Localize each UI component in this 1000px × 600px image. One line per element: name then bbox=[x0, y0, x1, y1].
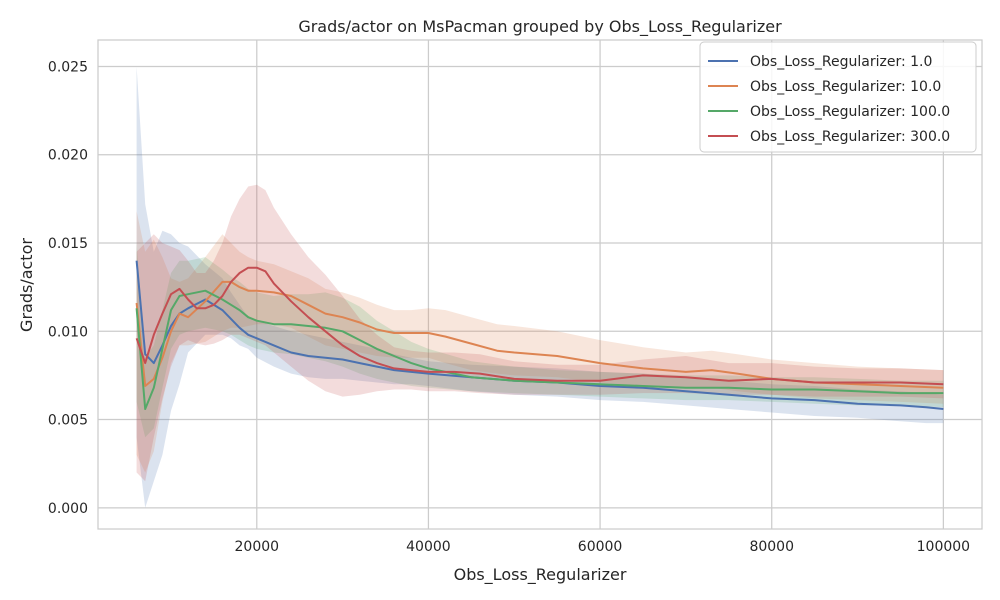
confidence-band-series-4 bbox=[136, 184, 944, 482]
legend-label: Obs_Loss_Regularizer: 1.0 bbox=[750, 54, 932, 70]
x-tick-label: 60000 bbox=[578, 539, 623, 555]
y-axis-label: Grads/actor bbox=[17, 238, 36, 332]
x-tick-label: 100000 bbox=[917, 539, 970, 555]
series-line-2 bbox=[135, 280, 944, 389]
legend-label: Obs_Loss_Regularizer: 300.0 bbox=[750, 129, 950, 145]
series-lines bbox=[135, 260, 944, 410]
x-tick-label: 80000 bbox=[749, 539, 794, 555]
confidence-band-series-1 bbox=[136, 66, 944, 508]
x-axis-label: Obs_Loss_Regularizer bbox=[454, 565, 627, 585]
legend-label: Obs_Loss_Regularizer: 100.0 bbox=[750, 104, 950, 120]
x-axis-ticks: 20000 40000 60000 80000 100000 bbox=[235, 539, 971, 555]
y-tick-label: 0.005 bbox=[48, 413, 88, 429]
x-tick-label: 40000 bbox=[406, 539, 451, 555]
series-line-4 bbox=[135, 266, 944, 386]
y-axis-ticks: 0.000 0.005 0.010 0.015 0.020 0.025 bbox=[48, 59, 88, 516]
legend: Obs_Loss_Regularizer: 1.0 Obs_Loss_Regula… bbox=[699, 41, 977, 153]
legend-label: Obs_Loss_Regularizer: 10.0 bbox=[750, 79, 941, 95]
confidence-band-series-2 bbox=[136, 211, 944, 473]
y-tick-label: 0.020 bbox=[48, 148, 88, 164]
legend-box bbox=[699, 41, 977, 153]
chart-title: Grads/actor on MsPacman grouped by Obs_L… bbox=[298, 17, 782, 37]
series-line-1 bbox=[135, 260, 944, 410]
grid-lines bbox=[98, 40, 982, 529]
x-tick-label: 20000 bbox=[235, 539, 280, 555]
y-tick-label: 0.015 bbox=[48, 236, 88, 252]
y-tick-label: 0.000 bbox=[48, 501, 88, 517]
y-tick-label: 0.010 bbox=[48, 324, 88, 340]
y-tick-label: 0.025 bbox=[48, 59, 88, 75]
